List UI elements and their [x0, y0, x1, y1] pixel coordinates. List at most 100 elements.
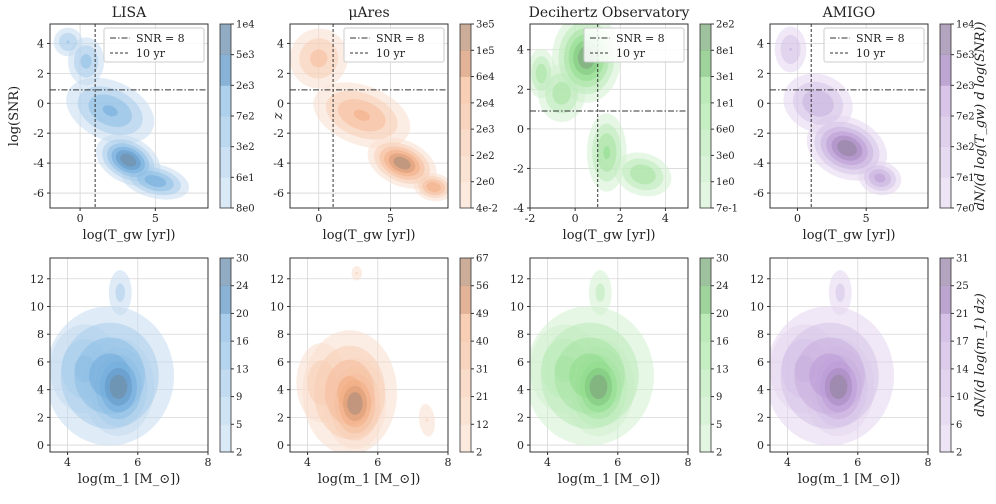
panel-title: LISA	[112, 5, 147, 21]
colorbar-tick-label: 7e2	[236, 112, 255, 123]
colorbar-tick-label: 3e2	[956, 142, 975, 153]
colorbar-frame	[699, 257, 712, 453]
colorbar-band	[220, 341, 231, 370]
colorbar-band	[460, 50, 471, 77]
contour-level-3	[66, 40, 70, 44]
colorbar-band	[700, 24, 711, 51]
contour-level-6	[829, 374, 848, 400]
x-axis-label: log(T_gw [yr])	[323, 228, 416, 243]
contour-level-3	[789, 47, 793, 51]
x-tick-label: 8	[205, 456, 212, 469]
colorbar: 8e0 6e1 3e2 7e2 2e3 5e3 1e4 z	[219, 20, 286, 215]
axes-frame	[769, 23, 929, 209]
colorbar: 7e0 7e1 3e2 7e2 2e3 5e3 1e4	[939, 20, 975, 215]
x-tick-label: 2	[617, 212, 624, 225]
y-tick-label: 6	[277, 356, 284, 369]
contour-level-2	[595, 283, 605, 302]
density-contours	[290, 28, 448, 202]
x-tick-label: 0	[77, 212, 84, 225]
colorbar-tick-label: 2e3	[236, 81, 255, 92]
colorbar-band	[220, 368, 231, 397]
colorbar-tick-label: 4e-2	[476, 204, 498, 215]
colorbar: 4e-2 2e0 2e2 2e3 2e4 6e4 1e5 3e5	[459, 20, 498, 215]
colorbar-band	[940, 368, 951, 397]
contour-level-3	[80, 54, 92, 69]
colorbar-tick-label: 20	[236, 309, 249, 320]
colorbar-tick-label: 2	[476, 448, 482, 459]
colorbar-tick-label: 1e5	[476, 46, 495, 57]
contour-level-6	[120, 153, 137, 167]
y-tick-label: 2	[517, 83, 524, 96]
colorbar-tick-label: 2e3	[476, 125, 495, 136]
colorbar-tick-label: 67	[476, 254, 489, 265]
colorbar-band	[940, 313, 951, 342]
colorbar-tick-label: 49	[476, 309, 489, 320]
axes-frame	[49, 257, 209, 453]
colorbar-band	[700, 155, 711, 183]
axes-frame	[769, 257, 929, 453]
y-tick-label: 8	[277, 328, 284, 341]
y-tick-label: -4	[753, 157, 764, 170]
contour-level-4	[353, 109, 371, 121]
colorbar-tick-label: 2	[236, 448, 242, 459]
y-tick-label: 0	[277, 439, 284, 452]
contour-level-2	[835, 283, 845, 302]
colorbar-tick-label: 56	[476, 281, 489, 292]
y-tick-label: 2	[517, 411, 524, 424]
colorbar-tick-label: 5	[236, 420, 242, 431]
y-tick-label: 12	[750, 273, 764, 286]
colorbar-tick-label: 24	[236, 281, 249, 292]
contour-level-4	[144, 175, 167, 188]
colorbar-tick-label: 3e5	[476, 20, 495, 31]
colorbar-band	[700, 396, 711, 425]
colorbar-frame	[459, 23, 472, 209]
panel-8: 4 6 8 0 2 4 6 8 10 12 log(m_1 [M_⊙]) 2 6 10 14 17 21 25 31	[750, 254, 969, 488]
colorbar-tick-label: 6e4	[476, 72, 495, 83]
colorbar-tick-label: 30	[236, 254, 249, 265]
x-tick-label: 0	[572, 212, 579, 225]
legend-label-time: 10 yr	[856, 47, 886, 60]
colorbar-band	[940, 85, 951, 117]
legend-label-time: 10 yr	[616, 47, 646, 60]
colorbar: 2 12 21 31 40 49 56 67	[459, 254, 489, 459]
colorbar-tick-label: 3e1	[716, 72, 735, 83]
y-tick-label: 2	[37, 67, 44, 80]
contour-level-6	[109, 374, 128, 400]
x-axis-label: log(T_gw [yr])	[803, 228, 896, 243]
colorbar-band	[460, 102, 471, 130]
colorbar-tick-label: 2e2	[716, 20, 735, 31]
panel-title: Decihertz Observatory	[529, 5, 690, 21]
colorbar-band	[220, 285, 231, 314]
colorbar-band	[700, 181, 711, 209]
colorbar-band	[940, 341, 951, 370]
y-tick-label: 0	[37, 97, 44, 110]
colorbar-band	[220, 24, 231, 55]
y-tick-label: 2	[757, 67, 764, 80]
y-tick-label: -2	[33, 127, 44, 140]
y-tick-label: 10	[30, 301, 44, 314]
y-tick-label: 6	[757, 356, 764, 369]
y-tick-label: 8	[757, 328, 764, 341]
colorbar-tick-label: 7e0	[956, 204, 975, 215]
x-tick-label: 8	[685, 456, 692, 469]
colorbar-frame	[459, 257, 472, 453]
colorbar-tick-label: 1e4	[236, 20, 255, 31]
x-tick-label: 4	[662, 212, 669, 225]
y-tick-label: 4	[37, 384, 44, 397]
colorbar-band	[460, 129, 471, 156]
axes-frame	[529, 257, 689, 453]
colorbar-tick-label: 14	[956, 364, 969, 375]
colorbar-band	[220, 424, 231, 453]
contour-level-4	[426, 181, 441, 193]
y-tick-label: -6	[753, 187, 764, 200]
density-contours	[530, 24, 672, 197]
colorbar-tick-label: 9	[236, 392, 242, 403]
x-axis-label: log(T_gw [yr])	[563, 228, 656, 243]
colorbar-tick-label: 1e4	[956, 20, 975, 31]
x-tick-label: 4	[544, 456, 551, 469]
contour-level-6	[836, 140, 857, 157]
colorbar: 2 5 9 13 16 20 24 30	[699, 254, 729, 459]
legend-label-time: 10 yr	[376, 47, 406, 60]
y-tick-label: 0	[37, 439, 44, 452]
